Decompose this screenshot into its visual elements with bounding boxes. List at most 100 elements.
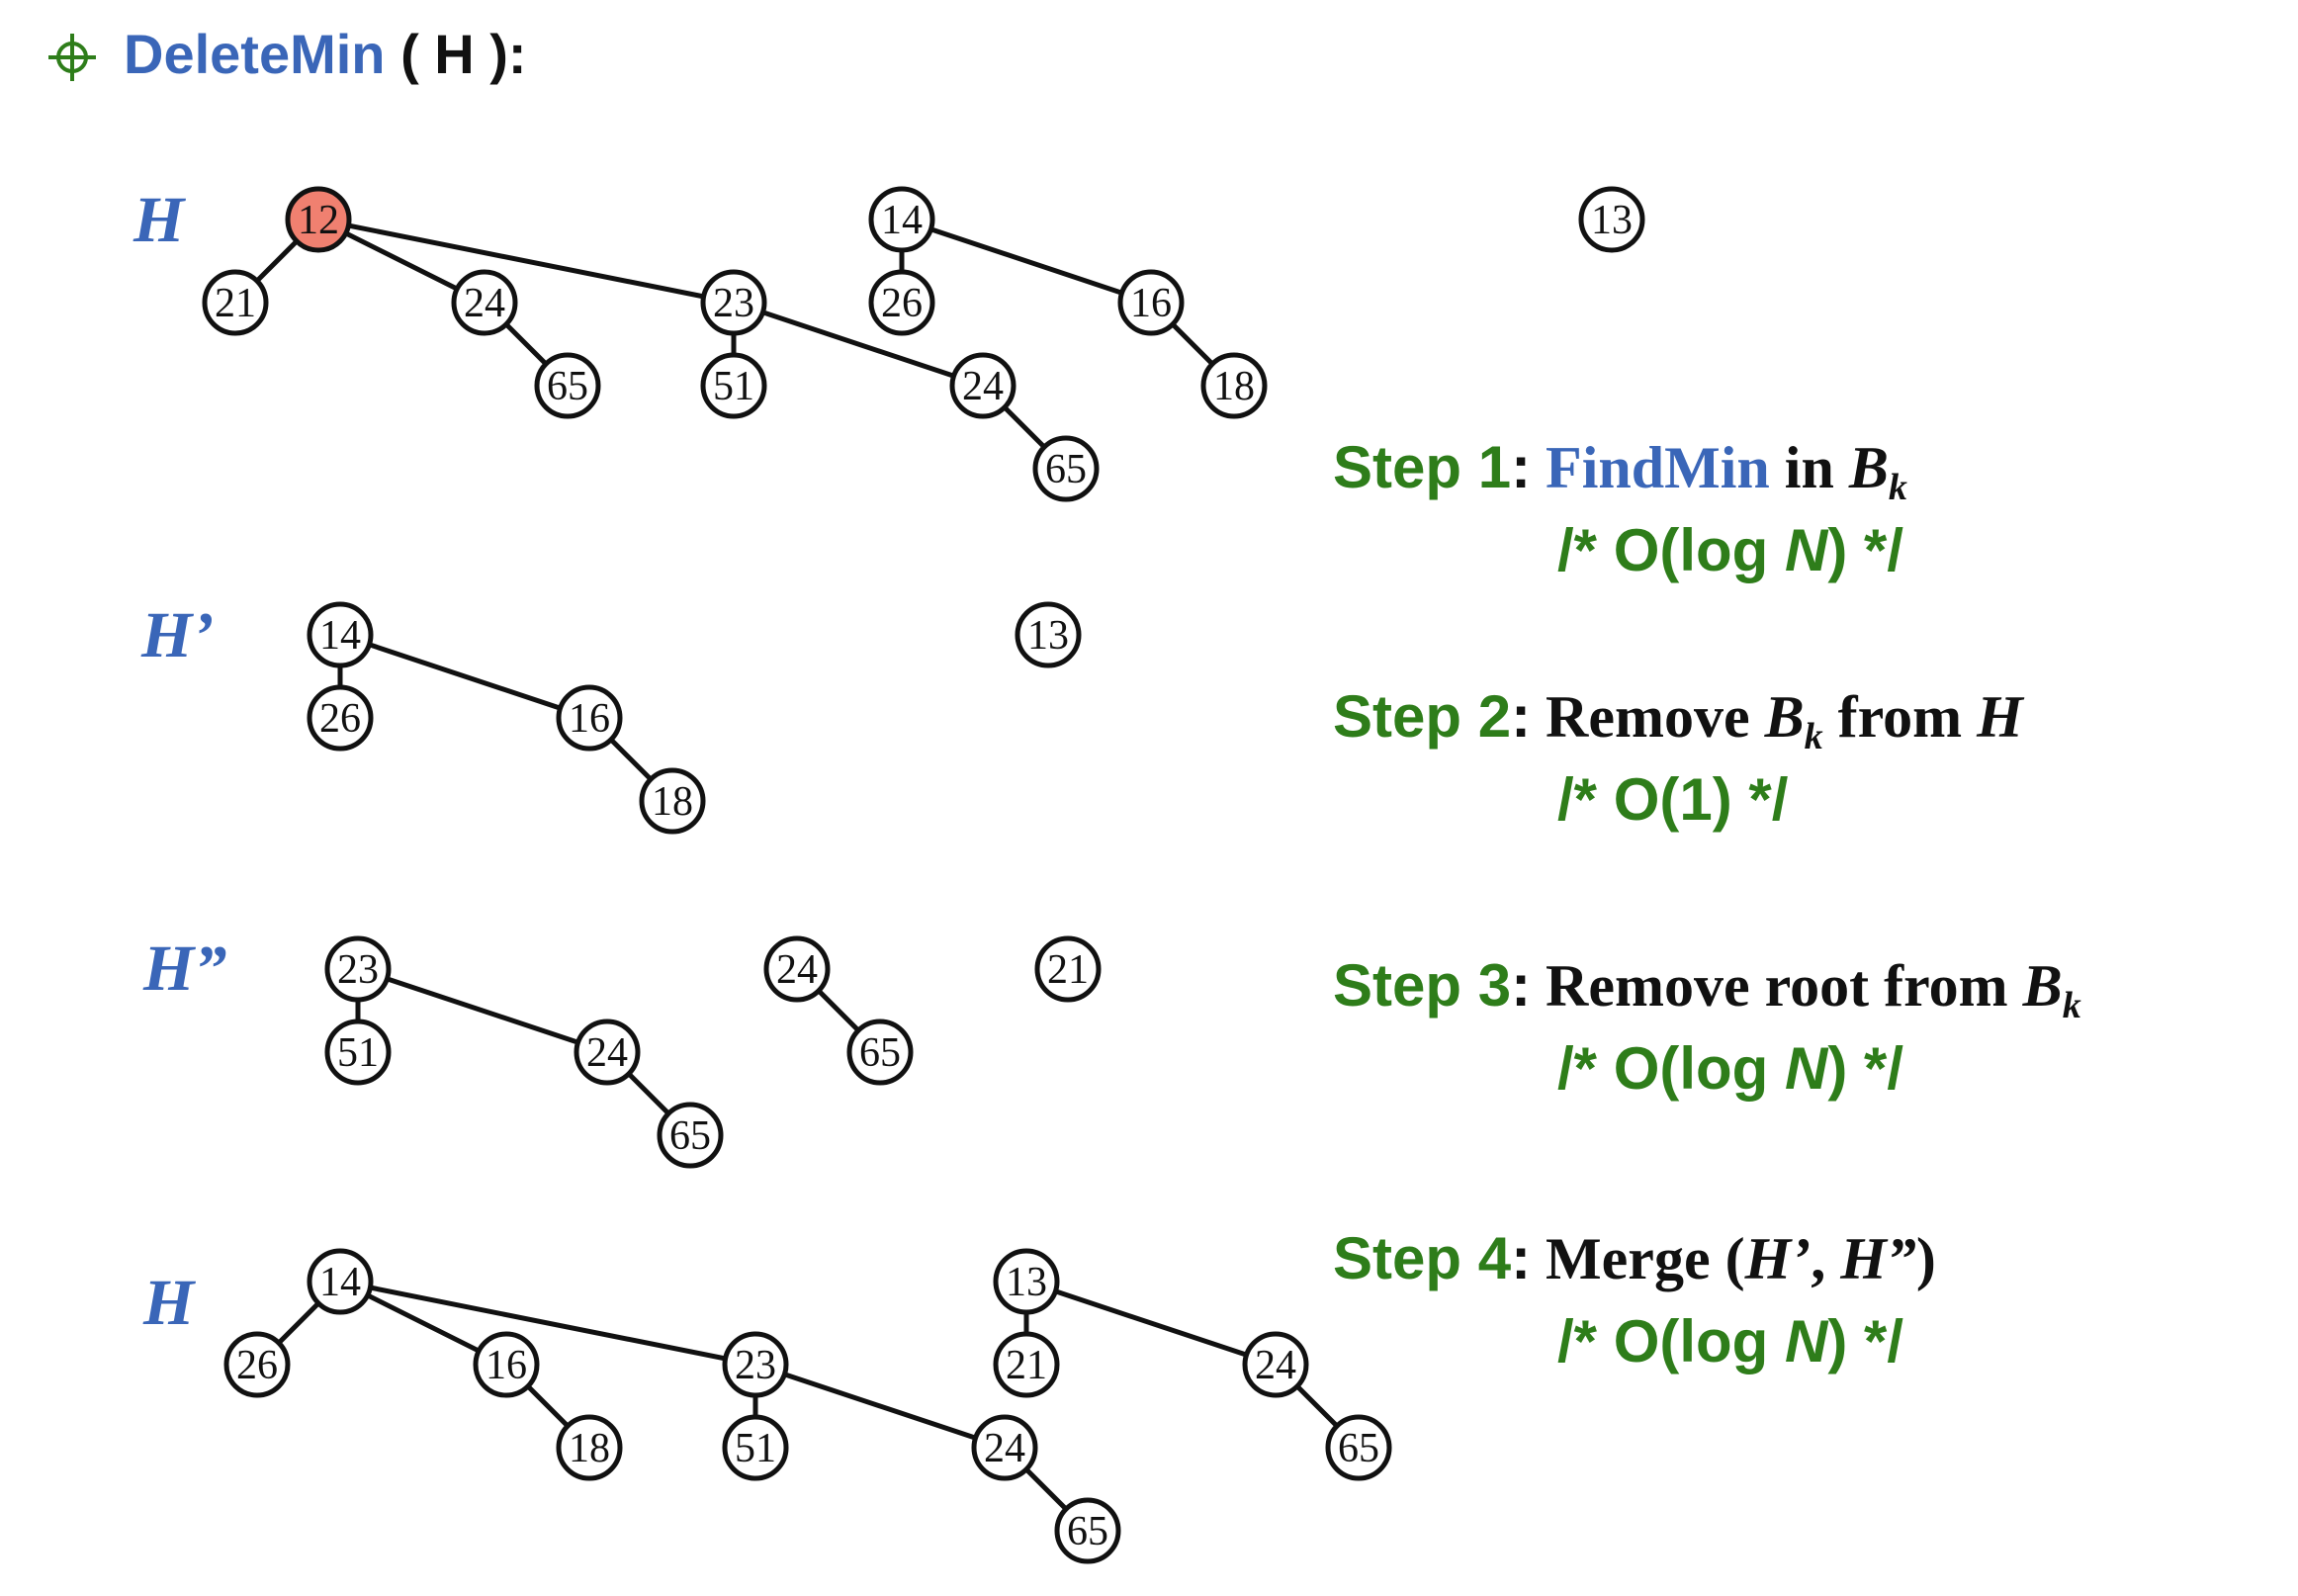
- cost-post: ) */: [1827, 517, 1903, 583]
- tree-node: 14: [307, 601, 374, 668]
- tree-edge: [754, 1362, 1006, 1451]
- node-key: 16: [486, 1343, 527, 1388]
- tree-node: 21: [202, 269, 269, 336]
- step-text: in: [1769, 435, 1849, 500]
- step-sub: k: [2062, 985, 2081, 1026]
- node-key: 65: [859, 1030, 901, 1076]
- tree-node: 26: [223, 1331, 291, 1398]
- tree-edge: [733, 300, 984, 389]
- step-2: Step 2: Remove Bk from H: [1333, 682, 2023, 755]
- cost-pre: /* O(log: [1557, 517, 1785, 583]
- tree-node: 24: [451, 269, 518, 336]
- node-key: 12: [298, 198, 339, 243]
- step-1: Step 1: FindMin in Bk: [1333, 433, 1907, 506]
- step-var: B: [1848, 435, 1889, 500]
- tree-edge: [1025, 1279, 1277, 1368]
- node-key: 13: [1591, 198, 1633, 243]
- step-colon: :: [1511, 434, 1532, 500]
- step-label: Step 4: [1333, 1225, 1512, 1291]
- step-sub: k: [1804, 716, 1823, 757]
- node-key: 23: [337, 947, 379, 993]
- node-key: 26: [319, 696, 361, 742]
- step-var: B: [2022, 953, 2063, 1019]
- step-3: Step 3: Remove root from Bk: [1333, 951, 2081, 1024]
- node-circle: [868, 269, 935, 336]
- node-circle: [971, 1414, 1038, 1481]
- tree-node: 13: [1578, 186, 1645, 253]
- step-description: Merge (H’, H”): [1531, 1226, 1936, 1291]
- step-close: ): [1915, 1226, 1936, 1291]
- node-key: 51: [337, 1030, 379, 1076]
- node-circle: [639, 767, 706, 835]
- crosshair-bullet-icon: [48, 34, 96, 81]
- cost-pre: /* O(log: [1557, 1035, 1785, 1102]
- node-key: 16: [569, 696, 610, 742]
- cost-post: ) */: [1827, 1035, 1903, 1102]
- node-key: 65: [669, 1113, 711, 1159]
- node-circle: [473, 1331, 540, 1398]
- tree-node: 65: [657, 1102, 724, 1169]
- tree-node: 14: [868, 186, 935, 253]
- node-circle: [700, 269, 767, 336]
- tree-node: 51: [700, 352, 767, 419]
- tree-edges: [233, 217, 1361, 1533]
- tree-node: 13: [1015, 601, 1082, 668]
- node-circle: [1054, 1497, 1121, 1564]
- tree-node: 26: [868, 269, 935, 336]
- node-circle: [307, 601, 374, 668]
- node-key: 24: [962, 364, 1004, 409]
- node-key: 24: [1255, 1343, 1296, 1388]
- tree-node: 23: [700, 269, 767, 336]
- node-key: 24: [984, 1426, 1025, 1471]
- step-text-pre: Merge (: [1531, 1226, 1745, 1291]
- tree-node: 65: [534, 352, 601, 419]
- tree-edge: [339, 1279, 756, 1368]
- cost-var: N: [1784, 1308, 1828, 1374]
- step-description: Remove root from Bk: [1531, 953, 2081, 1024]
- cost-pre: /* O(1) */: [1557, 766, 1789, 833]
- node-key: 21: [1006, 1343, 1047, 1388]
- cost-pre: /* O(log: [1557, 1308, 1785, 1374]
- node-circle: [1325, 1414, 1392, 1481]
- title-function: DeleteMin: [124, 23, 386, 85]
- tree-node: 51: [722, 1414, 789, 1481]
- node-circle: [202, 269, 269, 336]
- node-circle: [846, 1019, 914, 1086]
- step-label: Step 1: [1333, 434, 1512, 500]
- node-key: 65: [1338, 1426, 1379, 1471]
- tree-node: 16: [1117, 269, 1185, 336]
- cost-var: N: [1784, 1035, 1828, 1102]
- tree-node: 24: [574, 1019, 641, 1086]
- heap-label-h-double-prime: H”: [143, 932, 227, 1005]
- node-circle: [1117, 269, 1185, 336]
- step-label: Step 3: [1333, 952, 1512, 1019]
- node-key: 18: [652, 779, 693, 825]
- tree-node: 18: [639, 767, 706, 835]
- tree-node: 16: [556, 684, 623, 752]
- node-circle: [307, 1248, 374, 1315]
- step-var2: H”: [1840, 1226, 1916, 1291]
- tree-edge: [339, 632, 590, 721]
- node-circle: [324, 1019, 392, 1086]
- tree-node: 21: [1034, 935, 1102, 1003]
- tree-node: 23: [324, 935, 392, 1003]
- node-key: 26: [881, 281, 923, 326]
- node-circle: [993, 1331, 1060, 1398]
- cost-post: ) */: [1827, 1308, 1903, 1374]
- step-text-pre: Remove root from: [1531, 953, 2023, 1019]
- node-circle: [722, 1414, 789, 1481]
- node-key: 23: [735, 1343, 776, 1388]
- node-circle: [1015, 601, 1082, 668]
- tree-node: 24: [971, 1414, 1038, 1481]
- step-text-pre: Remove: [1531, 684, 1765, 750]
- tree-node: 24: [1242, 1331, 1309, 1398]
- tree-node: 23: [722, 1331, 789, 1398]
- tree-node-min: 12: [285, 186, 352, 253]
- tree-edge: [357, 966, 608, 1055]
- node-circle: [657, 1102, 724, 1169]
- tree-edge: [901, 217, 1152, 306]
- tree-node: 21: [993, 1331, 1060, 1398]
- node-key: 18: [1213, 364, 1255, 409]
- step-label: Step 2: [1333, 683, 1512, 750]
- node-key: 24: [464, 281, 505, 326]
